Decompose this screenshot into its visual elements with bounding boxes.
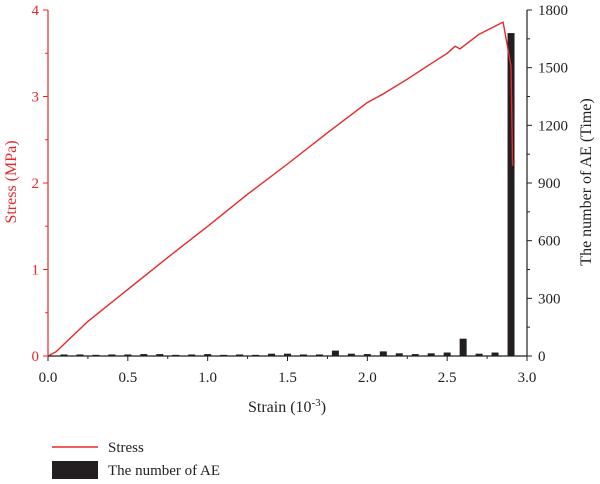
ae-bar [379,351,387,356]
ae-bar [108,354,116,356]
ae-bar [124,354,132,356]
stress-series-line [47,21,514,357]
x-tick-label: 1.5 [278,370,297,386]
y-right-tick-label: 900 [538,176,561,192]
ae-bar [60,354,68,356]
ae-bar [475,353,483,356]
ae-bar [395,353,403,356]
ae-bar [315,354,323,356]
ae-bar [204,354,212,356]
axes: 0.0 0.5 1.0 1.5 2.0 2.5 3.00123403006009001200… [32,3,569,386]
x-tick-label: 0.0 [39,370,58,386]
ae-bar [459,338,467,356]
y-left-tick-label: 4 [32,3,40,19]
legend-ae-label: The number of AE [108,463,220,479]
ae-bar [76,354,84,356]
ae-bar [507,33,515,357]
y-right-tick-label: 300 [538,291,561,307]
ae-bars [60,33,515,357]
ae-bar [156,354,164,356]
ae-bar [491,352,499,356]
y-left-tick-label: 1 [32,263,40,279]
ae-bar [236,354,244,356]
ae-bar [188,354,196,356]
x-axis-label: Strain (10-3) [248,397,326,416]
ae-bar [140,354,148,356]
y-left-axis-label: Stress (MPa) [3,140,20,223]
x-tick-label: 2.5 [438,370,457,386]
y-right-tick-label: 0 [538,349,546,365]
y-right-tick-label: 600 [538,234,561,250]
ae-bar [284,353,291,356]
y-left-tick-label: 2 [32,176,40,192]
legend-stress-label: Stress [108,440,144,456]
ae-bar [347,353,355,356]
x-tick-label: 3.0 [518,370,537,386]
legend: Stress The number of AE [52,440,220,479]
y-left-tick-label: 3 [32,90,40,106]
y-left-tick-label: 0 [32,349,40,365]
ae-bar [443,352,451,356]
ae-bar [427,353,435,356]
stress-line [47,21,514,357]
ae-bar [299,354,307,356]
y-right-tick-label: 1800 [538,3,568,19]
x-tick-label: 2.0 [358,370,377,386]
x-tick-label: 0.5 [118,370,137,386]
y-right-tick-label: 1500 [538,61,568,77]
ae-bar [268,353,276,356]
y-right-axis-label: The number of AE (Time) [578,98,595,265]
y-right-tick-label: 1200 [538,118,568,134]
ae-bar [331,350,339,356]
ae-bar [411,354,419,356]
x-tick-label: 1.0 [198,370,217,386]
ae-bar [363,354,371,356]
legend-ae-swatch [52,461,98,479]
